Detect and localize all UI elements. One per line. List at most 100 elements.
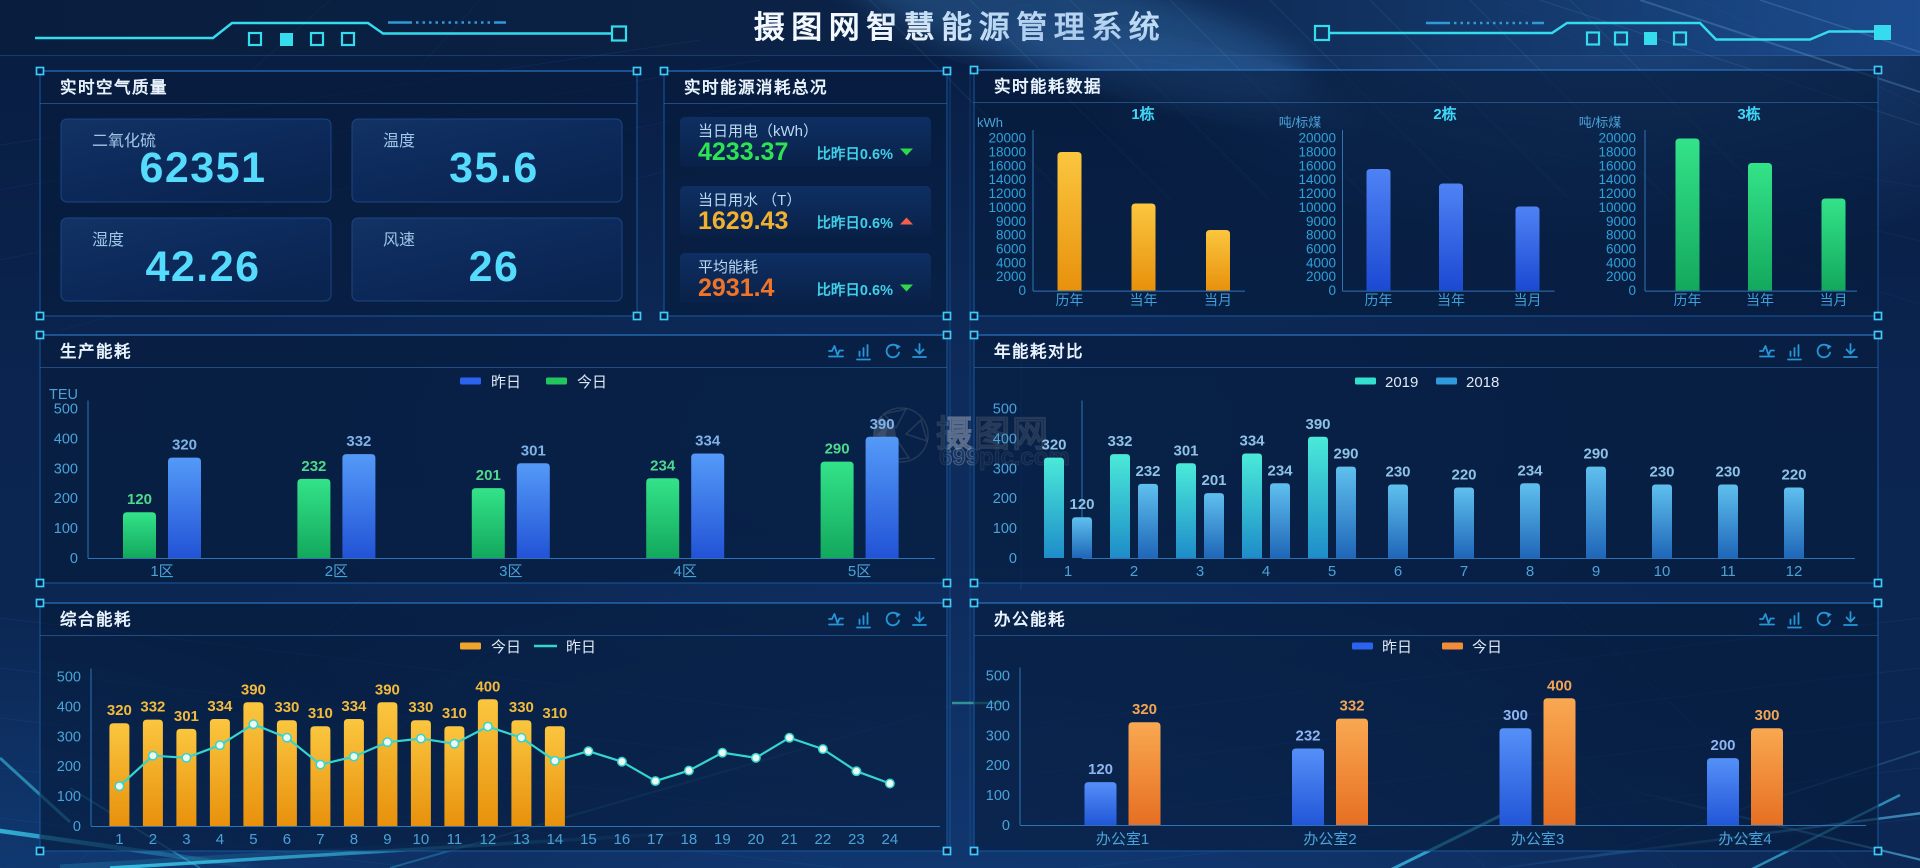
svg-text:8000: 8000 <box>1606 228 1636 243</box>
svg-text:230: 230 <box>1385 463 1410 480</box>
svg-text:0: 0 <box>70 551 78 567</box>
svg-text:办公能耗: 办公能耗 <box>994 609 1066 629</box>
svg-text:6: 6 <box>1394 563 1402 580</box>
svg-text:13: 13 <box>513 831 530 848</box>
svg-text:18000: 18000 <box>1298 144 1336 159</box>
svg-text:4: 4 <box>216 831 224 848</box>
svg-text:500: 500 <box>57 670 81 686</box>
svg-text:历年: 历年 <box>1056 292 1084 308</box>
svg-text:18000: 18000 <box>988 144 1026 159</box>
svg-text:16: 16 <box>614 831 631 848</box>
svg-text:220: 220 <box>1451 466 1476 483</box>
svg-text:6: 6 <box>283 831 291 848</box>
svg-text:14: 14 <box>547 831 564 848</box>
svg-text:400: 400 <box>986 698 1010 714</box>
svg-text:400: 400 <box>993 431 1017 447</box>
svg-text:400: 400 <box>57 699 81 715</box>
svg-text:1: 1 <box>115 831 123 848</box>
svg-text:232: 232 <box>1295 728 1320 745</box>
svg-text:0: 0 <box>1002 818 1010 834</box>
svg-text:42.26: 42.26 <box>145 243 260 291</box>
svg-text:15: 15 <box>580 831 597 848</box>
svg-text:16000: 16000 <box>988 158 1026 173</box>
svg-text:比昨日0.6%: 比昨日0.6% <box>816 214 893 232</box>
svg-text:2000: 2000 <box>1606 269 1636 284</box>
svg-text:9000: 9000 <box>1606 214 1636 229</box>
svg-text:19: 19 <box>714 831 731 848</box>
svg-text:24: 24 <box>882 831 899 848</box>
svg-text:kWh: kWh <box>977 115 1003 130</box>
svg-text:220: 220 <box>1781 466 1806 483</box>
svg-text:100: 100 <box>54 521 78 537</box>
svg-text:4区: 4区 <box>674 563 697 580</box>
svg-text:290: 290 <box>1583 446 1608 463</box>
svg-text:301: 301 <box>521 442 546 459</box>
svg-text:230: 230 <box>1649 463 1674 480</box>
svg-text:310: 310 <box>442 705 467 722</box>
svg-text:湿度: 湿度 <box>92 231 124 249</box>
svg-text:今日: 今日 <box>577 374 607 391</box>
svg-text:234: 234 <box>650 457 676 474</box>
svg-text:7: 7 <box>1460 563 1468 580</box>
svg-text:2018: 2018 <box>1466 374 1499 391</box>
svg-text:320: 320 <box>1041 437 1066 454</box>
svg-text:14000: 14000 <box>1598 172 1636 187</box>
svg-text:当月: 当月 <box>1820 292 1848 308</box>
svg-text:今日: 今日 <box>1472 639 1502 656</box>
svg-text:12000: 12000 <box>1598 186 1636 201</box>
svg-text:400: 400 <box>1547 677 1572 694</box>
svg-text:昨日: 昨日 <box>566 639 596 656</box>
svg-text:3栋: 3栋 <box>1737 105 1760 123</box>
svg-text:10000: 10000 <box>988 200 1026 215</box>
svg-text:390: 390 <box>241 681 266 698</box>
svg-text:TEU: TEU <box>49 387 78 403</box>
svg-text:201: 201 <box>476 467 501 484</box>
svg-text:200: 200 <box>1710 737 1735 754</box>
svg-text:8: 8 <box>350 831 358 848</box>
svg-text:100: 100 <box>986 788 1010 804</box>
svg-text:390: 390 <box>375 681 400 698</box>
svg-text:26: 26 <box>469 243 520 291</box>
svg-text:12000: 12000 <box>988 186 1026 201</box>
svg-text:二氧化硫: 二氧化硫 <box>92 132 156 150</box>
svg-text:5: 5 <box>249 831 257 848</box>
svg-text:320: 320 <box>107 702 132 719</box>
svg-text:4000: 4000 <box>996 255 1026 270</box>
svg-text:9000: 9000 <box>996 214 1026 229</box>
svg-text:当年: 当年 <box>1130 292 1158 308</box>
svg-text:100: 100 <box>57 789 81 805</box>
svg-text:290: 290 <box>1333 446 1358 463</box>
svg-text:120: 120 <box>1069 496 1094 513</box>
svg-text:办公室2: 办公室2 <box>1303 831 1356 848</box>
svg-text:334: 334 <box>207 698 233 715</box>
svg-text:2区: 2区 <box>325 563 348 580</box>
svg-text:330: 330 <box>408 699 433 716</box>
svg-text:232: 232 <box>1135 463 1160 480</box>
svg-text:300: 300 <box>986 728 1010 744</box>
svg-text:20000: 20000 <box>1298 131 1336 146</box>
svg-text:330: 330 <box>274 699 299 716</box>
svg-text:332: 332 <box>1339 698 1364 715</box>
svg-text:400: 400 <box>475 678 500 695</box>
svg-text:9: 9 <box>383 831 391 848</box>
svg-text:3: 3 <box>1196 563 1204 580</box>
svg-text:5: 5 <box>1328 563 1336 580</box>
svg-text:11: 11 <box>1720 563 1736 580</box>
svg-text:历年: 历年 <box>1674 292 1702 308</box>
svg-text:0: 0 <box>1328 283 1336 298</box>
svg-text:比昨日0.6%: 比昨日0.6% <box>816 145 893 163</box>
svg-text:9000: 9000 <box>1306 214 1336 229</box>
svg-text:4000: 4000 <box>1306 255 1336 270</box>
svg-text:10000: 10000 <box>1298 200 1336 215</box>
svg-text:320: 320 <box>172 437 197 454</box>
svg-text:今日: 今日 <box>491 639 521 656</box>
svg-text:风速: 风速 <box>383 231 415 249</box>
svg-text:1栋: 1栋 <box>1131 105 1154 123</box>
svg-text:5区: 5区 <box>848 563 871 580</box>
svg-text:232: 232 <box>301 458 326 475</box>
svg-text:10: 10 <box>413 831 430 848</box>
svg-text:4233.37: 4233.37 <box>698 138 788 166</box>
svg-text:2栋: 2栋 <box>1433 105 1456 123</box>
svg-text:23: 23 <box>848 831 865 848</box>
svg-text:200: 200 <box>986 758 1010 774</box>
